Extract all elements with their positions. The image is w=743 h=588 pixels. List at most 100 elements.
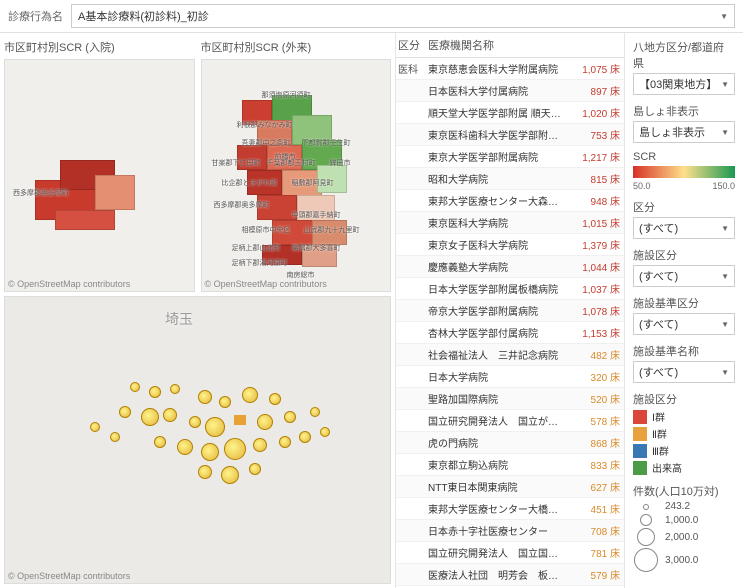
bubble-marker[interactable]: [221, 466, 239, 484]
table-row[interactable]: 国立研究開発法人 国立国際医療研..781 床: [396, 542, 624, 564]
facility-filter-label: 施設区分: [633, 247, 735, 263]
bubble-marker[interactable]: [219, 396, 231, 408]
facility-beds: 1,044 床: [569, 256, 624, 277]
procedure-select[interactable]: A基本診療料(初診料)_初診 ▼: [71, 4, 735, 28]
table-row[interactable]: 日本大学医学部附属板橋病院1,037 床: [396, 278, 624, 300]
table-row[interactable]: 東邦大学医療センター大森病院948 床: [396, 190, 624, 212]
table-row[interactable]: 国立研究開発法人 国立がん研究セ..578 床: [396, 410, 624, 432]
size-legend-item: 2,000.0: [633, 528, 735, 546]
table-row[interactable]: 慶應義塾大学病院1,044 床: [396, 256, 624, 278]
legend-item[interactable]: Ⅲ群: [633, 443, 735, 458]
table-row[interactable]: 東京都立駒込病院833 床: [396, 454, 624, 476]
table-row[interactable]: 杏林大学医学部付属病院1,153 床: [396, 322, 624, 344]
bubble-marker[interactable]: [119, 406, 131, 418]
size-legend-item: 243.2: [633, 501, 735, 512]
table-row[interactable]: 東京医科歯科大学医学部附属病院753 床: [396, 124, 624, 146]
table-row[interactable]: 東京医科大学病院1,015 床: [396, 212, 624, 234]
bubble-marker[interactable]: [201, 443, 219, 461]
region-select[interactable]: 【03関東地方】▼: [633, 73, 735, 95]
chevron-down-icon: ▼: [721, 224, 729, 233]
table-row[interactable]: 日本医科大学付属病院897 床: [396, 80, 624, 102]
bubble-marker[interactable]: [320, 427, 330, 437]
bubble-marker[interactable]: [249, 463, 261, 475]
legend-item[interactable]: Ⅱ群: [633, 426, 735, 441]
bubble-marker[interactable]: [149, 386, 161, 398]
facility-name: 東邦大学医療センター大橋病院: [426, 498, 569, 519]
table-row[interactable]: 順天堂大学医学部附属 順天堂医院1,020 床: [396, 102, 624, 124]
std-select[interactable]: (すべて)▼: [633, 313, 735, 335]
bubble-marker[interactable]: [141, 408, 159, 426]
map-attrib: © OpenStreetMap contributors: [8, 279, 130, 289]
facility-name: 日本赤十字社医療センター: [426, 520, 569, 541]
table-row[interactable]: 日本大学病院320 床: [396, 366, 624, 388]
bubble-marker[interactable]: [234, 415, 246, 425]
table-row[interactable]: 帝京大学医学部附属病院1,078 床: [396, 300, 624, 322]
facility-table[interactable]: 医科東京慈恵会医科大学附属病院1,075 床日本医科大学付属病院897 床順天堂…: [396, 58, 624, 588]
bubble-marker[interactable]: [189, 416, 201, 428]
table-row[interactable]: 医科東京慈恵会医科大学附属病院1,075 床: [396, 58, 624, 80]
legend-swatch: [633, 444, 647, 458]
bubble-marker[interactable]: [170, 384, 180, 394]
table-row[interactable]: 昭和大学病院815 床: [396, 168, 624, 190]
size-circle-icon: [643, 504, 649, 510]
region-filter-label: 八地方区分/都道府県: [633, 39, 735, 71]
table-row[interactable]: 東京大学医学部附属病院1,217 床: [396, 146, 624, 168]
bubble-marker[interactable]: [163, 408, 177, 422]
bubble-marker[interactable]: [130, 382, 140, 392]
kubun-select[interactable]: (すべて)▼: [633, 217, 735, 239]
size-legend-item: 1,000.0: [633, 514, 735, 526]
bubble-marker[interactable]: [242, 387, 258, 403]
bubble-marker[interactable]: [110, 432, 120, 442]
col-header-kubun: 区分: [396, 33, 426, 57]
legend-item[interactable]: 出来高: [633, 460, 735, 475]
kubun-filter-label: 区分: [633, 199, 735, 215]
bubble-marker[interactable]: [299, 431, 311, 443]
facility-select[interactable]: (すべて)▼: [633, 265, 735, 287]
table-row[interactable]: 虎の門病院868 床: [396, 432, 624, 454]
bubble-marker[interactable]: [257, 414, 273, 430]
legend-swatch: [633, 461, 647, 475]
chevron-down-icon: ▼: [720, 12, 728, 21]
chevron-down-icon: ▼: [721, 272, 729, 281]
table-row[interactable]: 東京女子医科大学病院1,379 床: [396, 234, 624, 256]
bubble-marker[interactable]: [198, 465, 212, 479]
col-header-name: 医療機関名称: [426, 33, 624, 57]
table-row[interactable]: 社会福祉法人 三井記念病院482 床: [396, 344, 624, 366]
stdname-select[interactable]: (すべて)▼: [633, 361, 735, 383]
bubble-marker[interactable]: [205, 417, 225, 437]
island-filter-label: 島しょ非表示: [633, 103, 735, 119]
size-legend-label: 件数(人口10万対): [633, 483, 735, 499]
table-row[interactable]: 日本赤十字社医療センター708 床: [396, 520, 624, 542]
table-row[interactable]: 東邦大学医療センター大橋病院451 床: [396, 498, 624, 520]
scr-max: 150.0: [712, 181, 735, 191]
bubble-marker[interactable]: [310, 407, 320, 417]
facility-name: 国立研究開発法人 国立国際医療研..: [426, 542, 569, 563]
map-bubble[interactable]: 埼玉 © OpenStreetMap contributors: [4, 296, 391, 584]
bubble-marker[interactable]: [269, 393, 281, 405]
facility-beds: 627 床: [569, 476, 624, 497]
facility-name: 社会福祉法人 三井記念病院: [426, 344, 569, 365]
legend-item[interactable]: Ⅰ群: [633, 409, 735, 424]
bubble-marker[interactable]: [198, 390, 212, 404]
facility-name: 虎の門病院: [426, 432, 569, 453]
island-select[interactable]: 島しょ非表示▼: [633, 121, 735, 143]
map-left[interactable]: 西多摩郡奥多摩町 © OpenStreetMap contributors: [4, 59, 195, 292]
table-row[interactable]: NTT東日本関東病院627 床: [396, 476, 624, 498]
facility-name: 帝京大学医学部附属病院: [426, 300, 569, 321]
facility-name: 東京医科歯科大学医学部附属病院: [426, 124, 569, 145]
facility-name: NTT東日本関東病院: [426, 476, 569, 497]
bubble-marker[interactable]: [224, 438, 246, 460]
legend-label: 施設区分: [633, 391, 735, 407]
map-right-title: 市区町村別SCR (外来): [201, 37, 392, 59]
map-right[interactable]: 那須塩原河須町利根郡みなかみ町吾妻郡中之条町前橋市下都賀郡壬生町甘楽郡下仁田町千…: [201, 59, 392, 292]
bubble-marker[interactable]: [253, 438, 267, 452]
bubble-marker[interactable]: [154, 436, 166, 448]
chevron-down-icon: ▼: [721, 320, 729, 329]
table-row[interactable]: 聖路加国際病院520 床: [396, 388, 624, 410]
chevron-down-icon: ▼: [721, 128, 729, 137]
bubble-marker[interactable]: [279, 436, 291, 448]
bubble-marker[interactable]: [90, 422, 100, 432]
scr-label: SCR: [633, 151, 735, 163]
bubble-marker[interactable]: [284, 411, 296, 423]
bubble-marker[interactable]: [177, 439, 193, 455]
